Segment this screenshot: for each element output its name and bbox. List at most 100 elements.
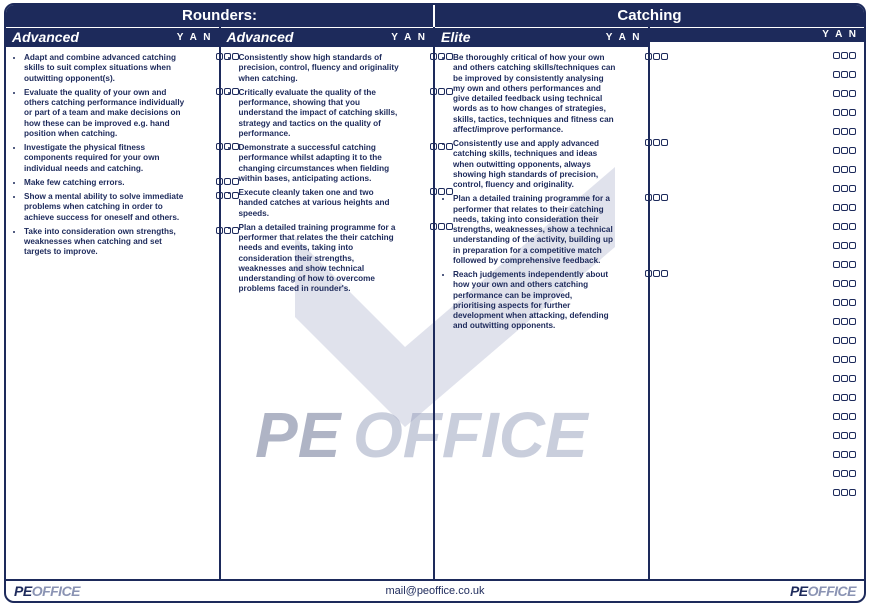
checkbox[interactable] bbox=[841, 52, 848, 59]
checkbox[interactable] bbox=[849, 128, 856, 135]
checkbox[interactable] bbox=[849, 90, 856, 97]
checkbox[interactable] bbox=[841, 394, 848, 401]
checkbox[interactable] bbox=[849, 318, 856, 325]
checkbox[interactable] bbox=[841, 90, 848, 97]
checkbox[interactable] bbox=[833, 394, 840, 401]
checkbox[interactable] bbox=[849, 470, 856, 477]
checkbox[interactable] bbox=[841, 280, 848, 287]
checkbox[interactable] bbox=[841, 242, 848, 249]
checkbox[interactable] bbox=[841, 489, 848, 496]
checkbox[interactable] bbox=[849, 242, 856, 249]
checkbox[interactable] bbox=[849, 223, 856, 230]
checkbox[interactable] bbox=[849, 394, 856, 401]
checkbox[interactable] bbox=[833, 261, 840, 268]
yan-checkboxes[interactable] bbox=[833, 489, 856, 496]
yan-checkboxes[interactable] bbox=[833, 185, 856, 192]
yan-checkboxes[interactable] bbox=[833, 223, 856, 230]
checkbox[interactable] bbox=[841, 261, 848, 268]
yan-checkboxes[interactable] bbox=[833, 71, 856, 78]
checkbox[interactable] bbox=[841, 432, 848, 439]
yan-checkboxes[interactable] bbox=[833, 204, 856, 211]
checkbox[interactable] bbox=[841, 166, 848, 173]
checkbox[interactable] bbox=[841, 413, 848, 420]
checkbox[interactable] bbox=[841, 318, 848, 325]
checkbox[interactable] bbox=[833, 470, 840, 477]
checkbox[interactable] bbox=[841, 299, 848, 306]
checkbox[interactable] bbox=[841, 337, 848, 344]
checkbox[interactable] bbox=[849, 299, 856, 306]
checkbox[interactable] bbox=[849, 356, 856, 363]
checkbox[interactable] bbox=[841, 185, 848, 192]
checkbox[interactable] bbox=[833, 166, 840, 173]
checkbox[interactable] bbox=[833, 356, 840, 363]
checkbox[interactable] bbox=[841, 204, 848, 211]
checkbox[interactable] bbox=[833, 489, 840, 496]
checkbox[interactable] bbox=[833, 147, 840, 154]
checkbox[interactable] bbox=[841, 470, 848, 477]
checkbox[interactable] bbox=[833, 223, 840, 230]
yan-checkboxes[interactable] bbox=[833, 128, 856, 135]
yan-label: Y A N bbox=[391, 32, 427, 43]
checkbox[interactable] bbox=[841, 451, 848, 458]
checkbox[interactable] bbox=[833, 52, 840, 59]
checkbox[interactable] bbox=[833, 318, 840, 325]
checkbox[interactable] bbox=[849, 204, 856, 211]
checkbox[interactable] bbox=[849, 52, 856, 59]
checkbox[interactable] bbox=[849, 432, 856, 439]
checkbox[interactable] bbox=[833, 242, 840, 249]
checkbox[interactable] bbox=[841, 128, 848, 135]
yan-checkboxes[interactable] bbox=[833, 90, 856, 97]
checkbox[interactable] bbox=[833, 280, 840, 287]
checkbox[interactable] bbox=[849, 109, 856, 116]
checkbox[interactable] bbox=[833, 109, 840, 116]
yan-checkboxes[interactable] bbox=[833, 242, 856, 249]
yan-checkboxes[interactable] bbox=[833, 432, 856, 439]
checkbox[interactable] bbox=[849, 413, 856, 420]
checkbox[interactable] bbox=[849, 489, 856, 496]
logo-pe: PE bbox=[790, 583, 808, 599]
checkbox[interactable] bbox=[849, 280, 856, 287]
checkbox[interactable] bbox=[841, 223, 848, 230]
yan-checkboxes[interactable] bbox=[833, 280, 856, 287]
yan-checkboxes[interactable] bbox=[833, 356, 856, 363]
yan-checkboxes[interactable] bbox=[833, 394, 856, 401]
assessment-sheet: Rounders: Catching Advanced Y A N Adapt … bbox=[4, 3, 866, 603]
yan-checkboxes[interactable] bbox=[833, 337, 856, 344]
checkbox[interactable] bbox=[849, 166, 856, 173]
yan-checkboxes[interactable] bbox=[833, 451, 856, 458]
checkbox[interactable] bbox=[833, 90, 840, 97]
checkbox[interactable] bbox=[833, 204, 840, 211]
checkbox[interactable] bbox=[833, 375, 840, 382]
yan-checkboxes[interactable] bbox=[833, 166, 856, 173]
checkbox[interactable] bbox=[849, 71, 856, 78]
logo-pe: PE bbox=[14, 583, 32, 599]
yan-checkboxes[interactable] bbox=[833, 261, 856, 268]
checkbox[interactable] bbox=[833, 128, 840, 135]
checkbox[interactable] bbox=[833, 299, 840, 306]
yan-checkboxes[interactable] bbox=[833, 147, 856, 154]
yan-checkboxes[interactable] bbox=[833, 52, 856, 59]
yan-checkboxes[interactable] bbox=[833, 299, 856, 306]
yan-checkboxes[interactable] bbox=[833, 318, 856, 325]
yan-checkboxes[interactable] bbox=[833, 375, 856, 382]
checkbox[interactable] bbox=[833, 71, 840, 78]
checkbox[interactable] bbox=[841, 356, 848, 363]
checkbox[interactable] bbox=[841, 147, 848, 154]
yan-checkboxes[interactable] bbox=[833, 109, 856, 116]
checkbox[interactable] bbox=[841, 109, 848, 116]
checkbox[interactable] bbox=[841, 71, 848, 78]
checkbox[interactable] bbox=[841, 375, 848, 382]
checkbox[interactable] bbox=[849, 451, 856, 458]
checkbox[interactable] bbox=[849, 375, 856, 382]
checkbox[interactable] bbox=[833, 337, 840, 344]
checkbox[interactable] bbox=[849, 185, 856, 192]
checkbox[interactable] bbox=[849, 147, 856, 154]
checkbox[interactable] bbox=[849, 261, 856, 268]
yan-checkboxes[interactable] bbox=[833, 470, 856, 477]
checkbox[interactable] bbox=[833, 432, 840, 439]
checkbox[interactable] bbox=[849, 337, 856, 344]
checkbox[interactable] bbox=[833, 185, 840, 192]
yan-checkboxes[interactable] bbox=[833, 413, 856, 420]
checkbox[interactable] bbox=[833, 413, 840, 420]
checkbox[interactable] bbox=[833, 451, 840, 458]
